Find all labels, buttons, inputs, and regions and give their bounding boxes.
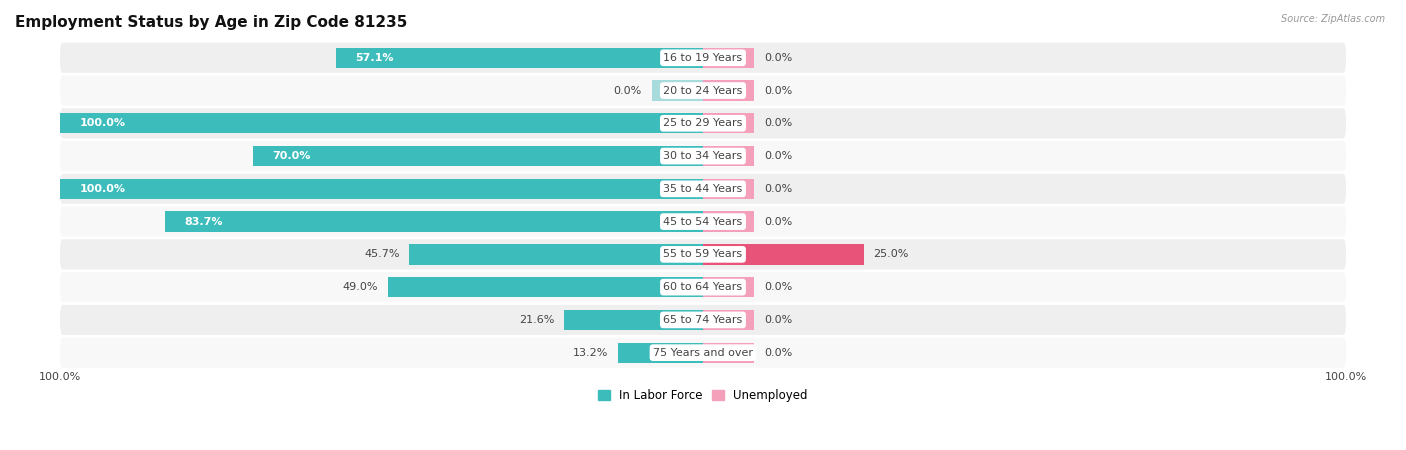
- Bar: [409, 244, 703, 265]
- Text: 21.6%: 21.6%: [519, 315, 554, 325]
- Text: 20 to 24 Years: 20 to 24 Years: [664, 86, 742, 95]
- Text: 100.0%: 100.0%: [79, 118, 125, 128]
- Text: 16 to 19 Years: 16 to 19 Years: [664, 53, 742, 63]
- FancyBboxPatch shape: [60, 141, 1346, 171]
- Text: Source: ZipAtlas.com: Source: ZipAtlas.com: [1281, 14, 1385, 23]
- Text: 0.0%: 0.0%: [763, 315, 793, 325]
- Text: 0.0%: 0.0%: [763, 282, 793, 292]
- FancyBboxPatch shape: [60, 305, 1346, 335]
- Text: 0.0%: 0.0%: [763, 118, 793, 128]
- Text: 25.0%: 25.0%: [873, 249, 908, 259]
- FancyBboxPatch shape: [60, 76, 1346, 106]
- Text: 0.0%: 0.0%: [763, 151, 793, 161]
- Bar: [564, 310, 703, 330]
- Legend: In Labor Force, Unemployed: In Labor Force, Unemployed: [593, 384, 813, 406]
- Bar: [60, 179, 703, 199]
- FancyBboxPatch shape: [60, 207, 1346, 237]
- Text: 83.7%: 83.7%: [184, 216, 222, 227]
- Text: 57.1%: 57.1%: [356, 53, 394, 63]
- Text: 75 Years and over: 75 Years and over: [652, 348, 754, 358]
- Bar: [703, 179, 755, 199]
- Text: 100.0%: 100.0%: [79, 184, 125, 194]
- Bar: [703, 212, 755, 232]
- Bar: [336, 48, 703, 68]
- Text: 25 to 29 Years: 25 to 29 Years: [664, 118, 742, 128]
- FancyBboxPatch shape: [60, 174, 1346, 204]
- Text: Employment Status by Age in Zip Code 81235: Employment Status by Age in Zip Code 812…: [15, 15, 408, 30]
- Bar: [703, 244, 863, 265]
- Bar: [651, 81, 703, 101]
- Bar: [60, 113, 703, 134]
- Text: 70.0%: 70.0%: [273, 151, 311, 161]
- FancyBboxPatch shape: [60, 43, 1346, 73]
- Text: 0.0%: 0.0%: [763, 216, 793, 227]
- Bar: [253, 146, 703, 166]
- Text: 0.0%: 0.0%: [763, 53, 793, 63]
- Text: 13.2%: 13.2%: [574, 348, 609, 358]
- Bar: [388, 277, 703, 297]
- Text: 0.0%: 0.0%: [613, 86, 643, 95]
- Bar: [619, 342, 703, 363]
- Bar: [165, 212, 703, 232]
- Text: 49.0%: 49.0%: [343, 282, 378, 292]
- FancyBboxPatch shape: [60, 108, 1346, 138]
- Bar: [703, 342, 755, 363]
- Text: 65 to 74 Years: 65 to 74 Years: [664, 315, 742, 325]
- Text: 0.0%: 0.0%: [763, 348, 793, 358]
- FancyBboxPatch shape: [60, 272, 1346, 302]
- Text: 100.0%: 100.0%: [39, 372, 82, 382]
- Text: 35 to 44 Years: 35 to 44 Years: [664, 184, 742, 194]
- Text: 45 to 54 Years: 45 to 54 Years: [664, 216, 742, 227]
- Bar: [703, 113, 755, 134]
- Bar: [703, 244, 755, 265]
- Text: 60 to 64 Years: 60 to 64 Years: [664, 282, 742, 292]
- Text: 0.0%: 0.0%: [763, 86, 793, 95]
- Text: 0.0%: 0.0%: [763, 184, 793, 194]
- Bar: [703, 310, 755, 330]
- Text: 55 to 59 Years: 55 to 59 Years: [664, 249, 742, 259]
- FancyBboxPatch shape: [60, 239, 1346, 270]
- Text: 45.7%: 45.7%: [364, 249, 399, 259]
- Bar: [703, 48, 755, 68]
- Text: 30 to 34 Years: 30 to 34 Years: [664, 151, 742, 161]
- Text: 100.0%: 100.0%: [1324, 372, 1367, 382]
- Bar: [703, 277, 755, 297]
- FancyBboxPatch shape: [60, 338, 1346, 368]
- Bar: [703, 81, 755, 101]
- Bar: [703, 146, 755, 166]
